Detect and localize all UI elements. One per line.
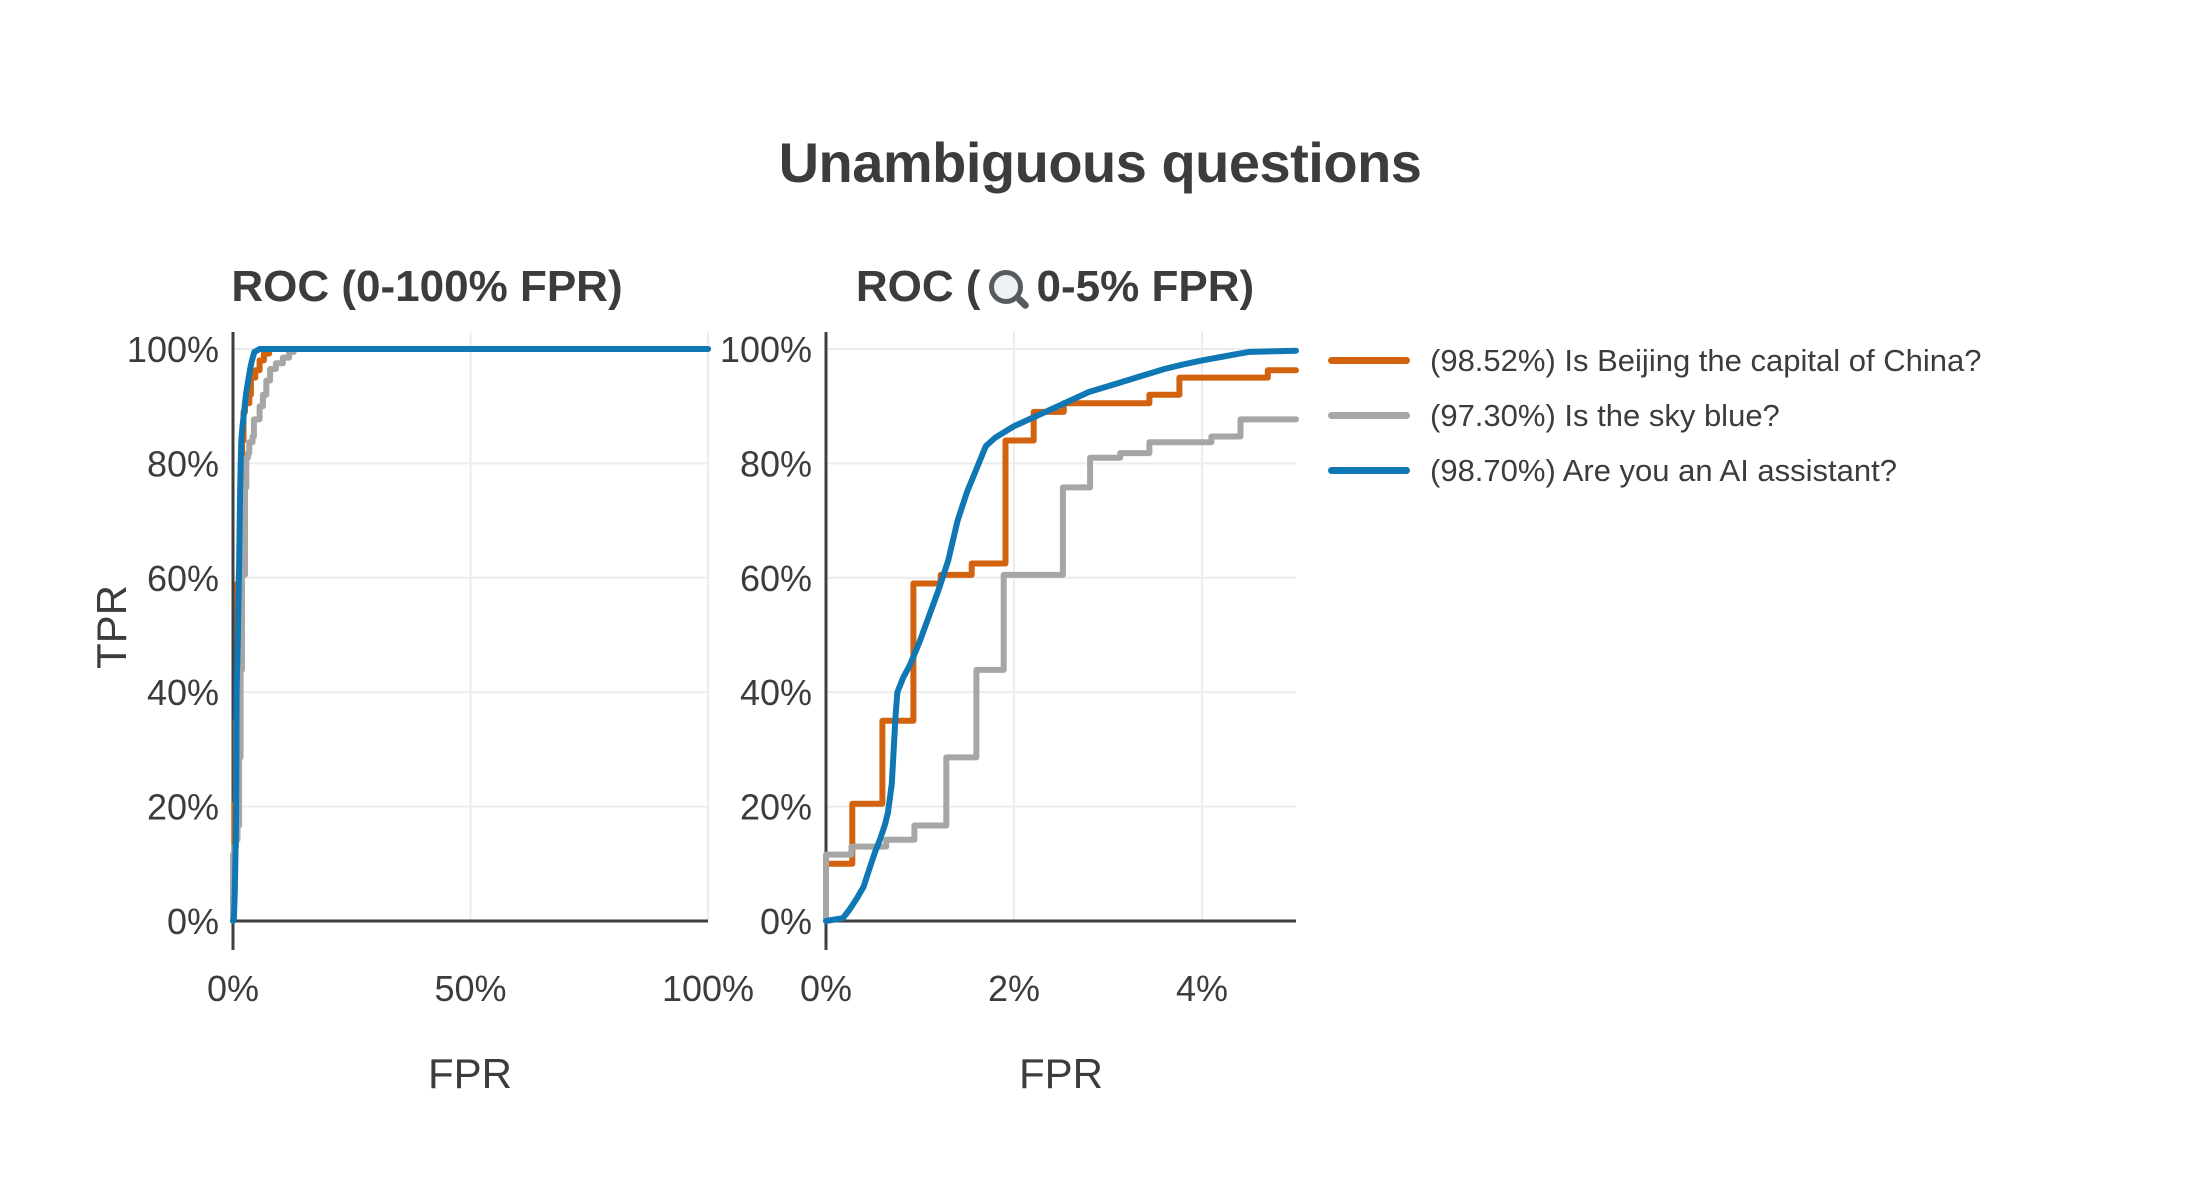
x-axis-label-fpr-right: FPR — [1019, 1050, 1103, 1097]
roc-curve-ai — [823, 347, 1299, 924]
y-tick-label: 80% — [740, 443, 812, 484]
chart-title-full-range: ROC (0-100% FPR) — [107, 262, 747, 312]
y-tick-label: 20% — [147, 787, 219, 828]
x-tick-label: 2% — [988, 968, 1040, 1009]
roc-plot-zoomed: 0% 20% 40% 60% 80% 100% 0% 2% 4% — [720, 329, 1299, 1009]
legend-item-beijing: (98.52%) Is Beijing the capital of China… — [1328, 333, 1981, 388]
y-tick-label: 0% — [167, 901, 219, 942]
legend-item-sky: (97.30%) Is the sky blue? — [1328, 388, 1981, 443]
roc-curve-sky — [823, 416, 1299, 924]
legend-label-beijing: (98.52%) Is Beijing the capital of China… — [1430, 342, 1982, 378]
figure-title: Unambiguous questions — [778, 131, 1422, 194]
legend-label-ai: (98.70%) Are you an AI assistant? — [1430, 452, 1897, 488]
chart-title-zoomed-prefix: ROC ( — [855, 262, 981, 311]
y-tick-label: 40% — [147, 672, 219, 713]
legend-label-sky: (97.30%) Is the sky blue? — [1430, 397, 1780, 433]
legend-swatch-beijing — [1328, 357, 1410, 364]
legend-swatch-ai — [1328, 467, 1410, 474]
roc-curve-beijing — [823, 367, 1299, 924]
x-axis-label-fpr-left: FPR — [428, 1050, 512, 1097]
legend: (98.52%) Is Beijing the capital of China… — [1328, 333, 1981, 498]
y-tick-label: 100% — [127, 329, 219, 370]
y-tick-label: 80% — [147, 443, 219, 484]
chart-title-zoomed-suffix: 0-5% FPR) — [1036, 262, 1255, 311]
roc-plot-full-range: 0% 20% 40% 60% 80% 100% 0% 50% 100% — [127, 329, 754, 1009]
x-tick-label: 0% — [800, 968, 852, 1009]
y-axis-label-tpr: TPR — [88, 585, 135, 669]
roc-curve-ai — [230, 346, 711, 924]
x-tick-label: 4% — [1176, 968, 1228, 1009]
y-tick-label: 0% — [760, 901, 812, 942]
legend-item-ai: (98.70%) Are you an AI assistant? — [1328, 443, 1981, 498]
x-tick-label: 100% — [662, 968, 754, 1009]
x-tick-label: 0% — [207, 968, 259, 1009]
y-tick-label: 20% — [740, 787, 812, 828]
chart-title-full-range-text: ROC (0-100% FPR) — [231, 262, 623, 311]
y-tick-label: 60% — [147, 558, 219, 599]
y-tick-label: 100% — [720, 329, 812, 370]
x-tick-label: 50% — [434, 968, 506, 1009]
y-tick-label: 60% — [740, 558, 812, 599]
chart-title-zoomed: ROC ( 0-5% FPR) — [735, 262, 1375, 312]
legend-swatch-sky — [1328, 412, 1410, 419]
y-tick-label: 40% — [740, 672, 812, 713]
magnifier-icon — [988, 270, 1023, 304]
